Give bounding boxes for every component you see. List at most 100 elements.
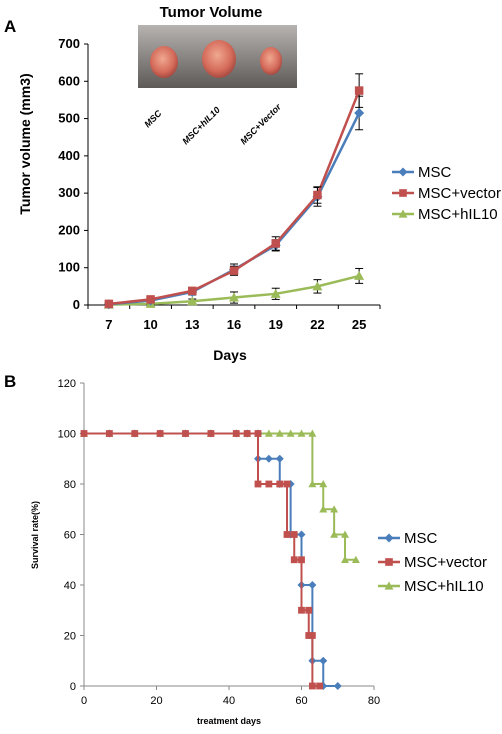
chart-a-xtick-label: 25	[352, 317, 366, 332]
photo-title: Tumor Volume	[160, 4, 263, 21]
chart-b-point	[308, 682, 316, 690]
chart-b-point	[182, 430, 189, 437]
chart-a-xtick-label: 13	[185, 317, 199, 332]
chart-b-point	[232, 430, 240, 437]
panel-label-a: A	[4, 17, 16, 36]
chart-tumor-volume: Tumor volume (mm3) Days 0 100 200 300 400 500…	[17, 36, 501, 363]
chart-a-point	[313, 190, 322, 200]
chart-b-xtick-label: 0	[81, 695, 87, 707]
chart-a-point	[187, 296, 198, 306]
chart-b-point	[330, 530, 339, 538]
chart-a-ytick-label: 600	[58, 73, 80, 88]
chart-b-point	[264, 454, 273, 463]
chart-a-point	[354, 270, 365, 280]
chart-a-point	[104, 299, 114, 309]
chart-b-ytick-label: 80	[64, 479, 76, 491]
chart-b-point	[283, 480, 291, 488]
chart-a-ytick-label: 300	[58, 185, 80, 200]
chart-a-point	[270, 288, 281, 298]
chart-b-point	[319, 656, 328, 665]
chart-b-xtick-label: 60	[295, 695, 307, 707]
chart-b-point	[316, 682, 324, 690]
chart-b-legend-marker	[384, 533, 394, 543]
chart-a-point	[188, 286, 197, 296]
chart-b-xtick-label: 20	[150, 695, 162, 707]
chart-a-legend-marker	[398, 209, 408, 218]
chart-b-legend-marker	[384, 581, 394, 590]
chart-b-point	[308, 632, 316, 639]
chart-b-point	[264, 429, 273, 437]
chart-b-series-line	[84, 432, 356, 561]
chart-a-xlabel: Days	[213, 347, 247, 363]
chart-b-point	[305, 606, 313, 614]
chart-b-ytick-label: 100	[58, 429, 76, 441]
chart-b-point	[297, 530, 306, 539]
chart-b-point	[275, 454, 284, 463]
photo-label-msc-hil10: MSC+hIL10	[180, 105, 222, 147]
chart-a-xtick-label: 7	[105, 317, 112, 332]
chart-a-xtick-label: 19	[268, 317, 282, 332]
chart-b-point	[297, 429, 306, 437]
chart-a-legend-label: MSC+vector	[418, 185, 501, 202]
chart-b-legend-label: MSC+hIL10	[404, 578, 484, 595]
tumor-photo-inset: Tumor Volume MSC MSC+hIL10 MSC+Vector	[138, 4, 297, 146]
chart-b-point	[275, 429, 284, 437]
chart-b-point	[333, 682, 342, 690]
chart-a-ytick-label: 100	[58, 260, 80, 275]
chart-b-xtick-label: 40	[223, 695, 235, 707]
chart-a-ytick-label: 500	[58, 111, 80, 126]
chart-b-point	[243, 430, 251, 437]
chart-b-ylabel: Survival rate(%)	[30, 501, 40, 569]
chart-survival: Survival rate(%) treatment days 0 20 40 60 8…	[30, 378, 487, 726]
chart-b-series-line	[84, 432, 320, 687]
chart-b-point	[105, 430, 113, 437]
chart-a-point	[354, 107, 365, 118]
panel-label-b: B	[4, 372, 16, 391]
chart-a-point	[229, 292, 239, 302]
chart-b-point	[283, 531, 291, 538]
chart-a-ytick-label: 200	[58, 222, 80, 237]
chart-a-legend-marker	[399, 189, 407, 197]
chart-a-point	[271, 239, 280, 248]
chart-b-point	[156, 430, 164, 437]
chart-b-point	[308, 480, 317, 488]
chart-a-ylabel: Tumor volume (mm3)	[17, 73, 33, 214]
chart-b-legend-marker	[385, 558, 393, 566]
chart-b-point	[286, 429, 295, 437]
chart-a-point	[312, 281, 323, 291]
chart-b-point	[308, 429, 317, 437]
chart-b-point	[305, 632, 313, 639]
chart-a-legend-label: MSC	[418, 164, 452, 181]
chart-a-ytick-label: 0	[73, 297, 80, 312]
chart-a-xtick-label: 10	[143, 317, 157, 332]
chart-b-point	[319, 480, 328, 488]
chart-b-xlabel: treatment days	[197, 716, 261, 726]
chart-b-ytick-label: 20	[64, 631, 76, 643]
chart-b-ytick-label: 0	[70, 681, 76, 693]
chart-b-point	[351, 555, 360, 563]
chart-b-point	[254, 480, 262, 488]
chart-a-legend-marker	[398, 167, 408, 177]
chart-a-xtick-label: 16	[227, 317, 241, 332]
chart-b-point	[341, 555, 349, 563]
tumor-msc-vector	[260, 47, 282, 75]
chart-a-legend-label: MSC+hIL10	[418, 206, 498, 223]
chart-a-xtick-label: 22	[310, 317, 324, 332]
photo-label-msc: MSC	[142, 108, 164, 130]
chart-b-point	[254, 430, 262, 437]
chart-a-ytick-label: 400	[58, 148, 80, 163]
chart-b-point	[319, 505, 328, 513]
chart-b-xtick-label: 80	[368, 695, 380, 707]
chart-b-ytick-label: 120	[58, 378, 76, 390]
chart-a-ytick-label: 700	[58, 36, 80, 51]
chart-b-point	[308, 581, 317, 589]
tumor-msc-hil10	[202, 40, 236, 78]
chart-b-point	[276, 480, 284, 488]
chart-b-point	[290, 531, 298, 538]
chart-b-ytick-label: 60	[64, 530, 76, 542]
chart-b-ytick-label: 40	[64, 580, 76, 592]
chart-b-legend-label: MSC+vector	[404, 554, 487, 571]
chart-b-point	[341, 530, 349, 538]
chart-a-point	[229, 266, 239, 275]
